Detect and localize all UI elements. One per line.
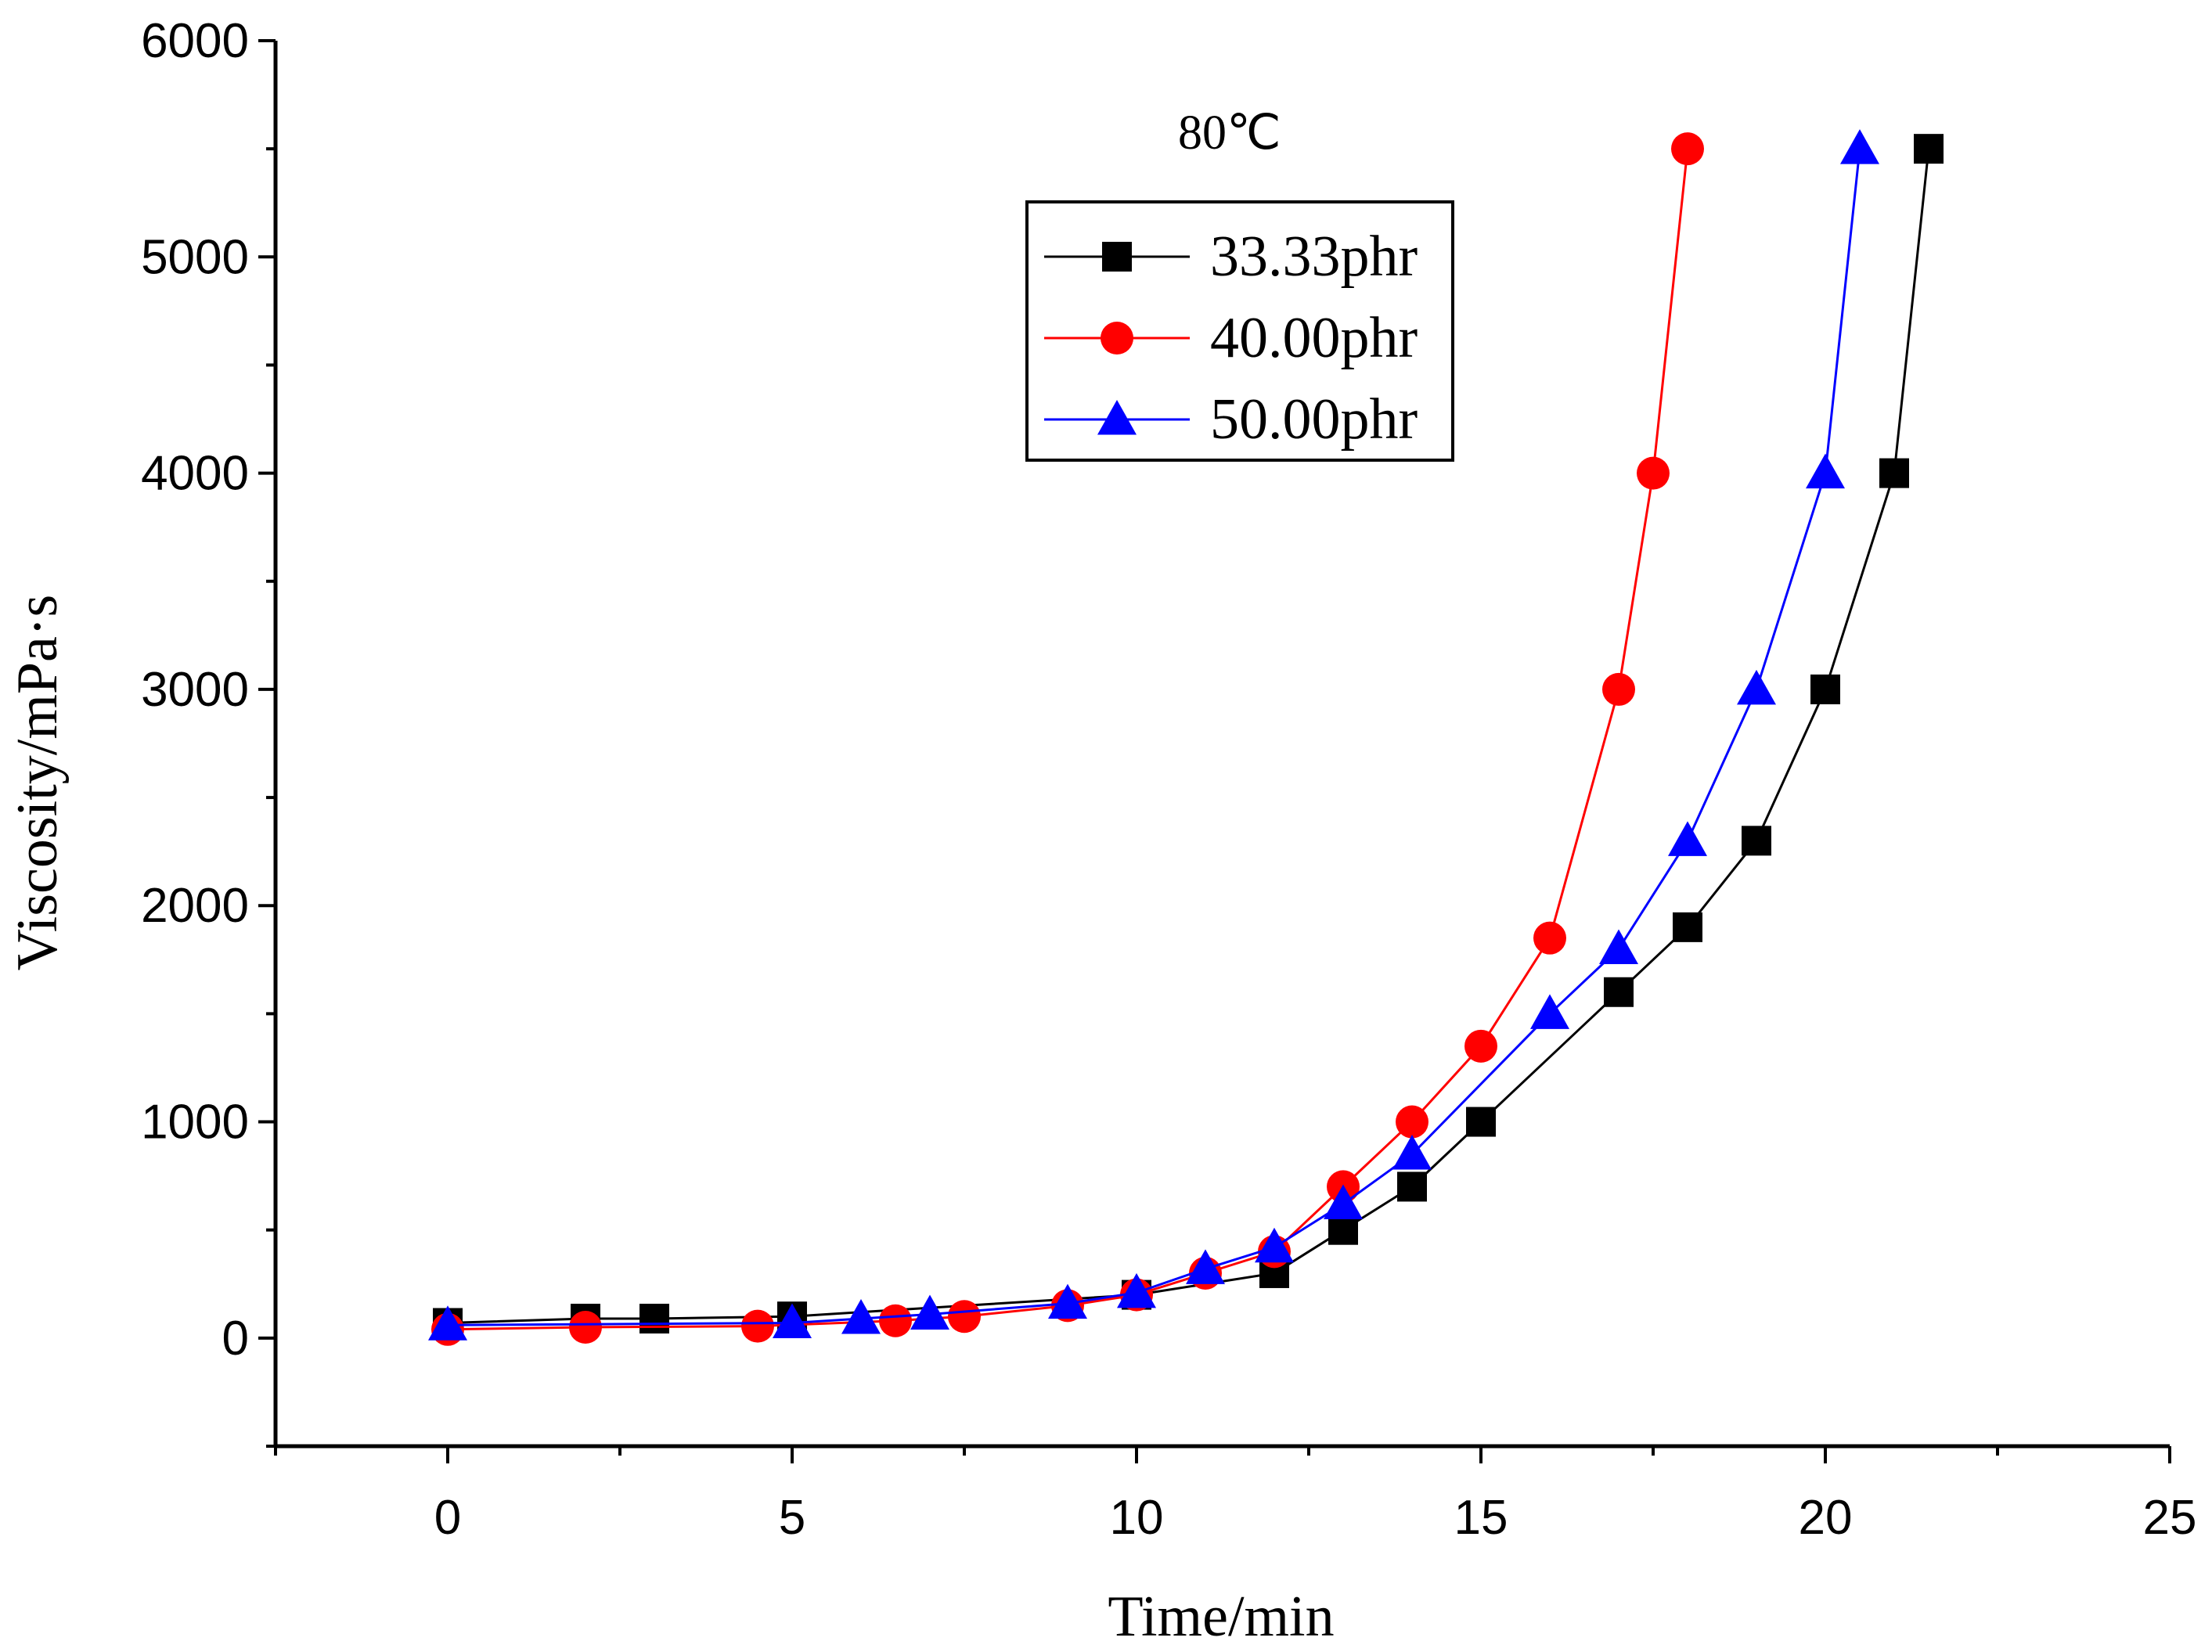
x-tick-label: 5 — [779, 1491, 805, 1545]
legend: 33.33phr 40.00phr 50.00phr — [1025, 200, 1454, 462]
data-point — [1806, 453, 1845, 489]
data-point — [1810, 674, 1840, 704]
legend-marker — [1097, 400, 1137, 435]
data-point — [1604, 977, 1634, 1007]
data-point — [1840, 129, 1879, 164]
data-point — [1530, 994, 1569, 1029]
y-tick-label: 2000 — [141, 879, 249, 933]
x-tick-label: 20 — [1799, 1491, 1853, 1545]
legend-label: 33.33phr — [1210, 225, 1418, 289]
data-point — [1533, 921, 1566, 955]
y-tick-label: 0 — [222, 1312, 249, 1366]
data-point — [1048, 1283, 1087, 1319]
data-point — [1466, 1107, 1496, 1137]
data-point — [1186, 1249, 1225, 1284]
data-point — [1255, 1227, 1294, 1263]
data-point — [948, 1300, 981, 1333]
data-point — [1671, 132, 1704, 166]
data-point — [1673, 912, 1702, 942]
axes: 0 1000 2000 3000 4000 5000 6000 0 5 10 15 20 25 — [141, 14, 2196, 1545]
legend-label: 50.00phr — [1210, 387, 1418, 452]
series-line — [447, 149, 1689, 1331]
data-point — [1328, 1215, 1358, 1245]
data-point — [1599, 929, 1638, 964]
data-point — [1637, 456, 1670, 490]
data-point — [741, 1309, 774, 1343]
data-point — [1879, 458, 1909, 488]
data-point — [639, 1303, 669, 1333]
y-tick-label: 4000 — [141, 447, 249, 501]
data-point — [773, 1303, 812, 1339]
series-line — [447, 149, 1861, 1326]
x-tick-label: 15 — [1454, 1491, 1508, 1545]
y-tick-label: 1000 — [141, 1096, 249, 1150]
data-point — [1464, 1029, 1497, 1063]
legend-label: 40.00phr — [1210, 306, 1418, 370]
y-tick-label: 6000 — [141, 14, 249, 68]
legend-box — [1025, 200, 1454, 462]
x-tick-label: 10 — [1110, 1491, 1164, 1545]
x-axis-title: Time/min — [1108, 1585, 1334, 1649]
data-point — [1742, 826, 1771, 856]
data-point — [569, 1311, 602, 1344]
y-tick-label: 5000 — [141, 230, 249, 284]
data-point — [1324, 1184, 1363, 1220]
data-point — [1117, 1272, 1156, 1308]
data-point — [879, 1304, 912, 1337]
data-point — [1392, 1134, 1432, 1170]
y-axis-title: Viscosity/mPa·s — [5, 595, 70, 971]
data-point — [910, 1294, 949, 1330]
data-point — [1914, 134, 1944, 164]
series-50.00phr — [428, 129, 1879, 1341]
data-point — [1396, 1105, 1428, 1139]
data-point — [1602, 672, 1635, 706]
x-tick-label: 25 — [2143, 1491, 2197, 1545]
x-tick-label: 0 — [434, 1491, 461, 1545]
plot-area — [428, 129, 1944, 1346]
temperature-annotation: 80℃ — [1178, 106, 1281, 160]
legend-marker — [1101, 322, 1133, 355]
y-tick-label: 3000 — [141, 663, 249, 717]
data-point — [1397, 1172, 1427, 1202]
data-point — [841, 1298, 881, 1334]
legend-marker — [1102, 242, 1132, 272]
data-point — [1668, 821, 1707, 856]
data-point — [1737, 669, 1776, 705]
data-point — [428, 1305, 467, 1341]
